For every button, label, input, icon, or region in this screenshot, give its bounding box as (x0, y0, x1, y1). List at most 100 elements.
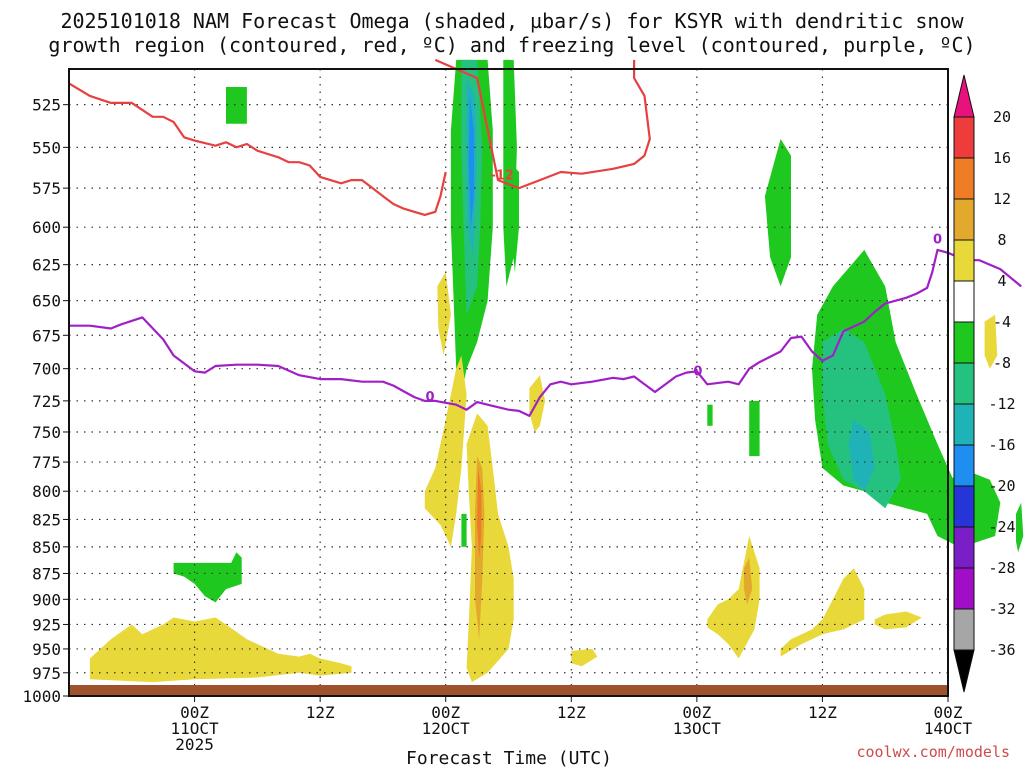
chart-title-line-2: growth region (contoured, red, ºC) and f… (48, 33, 975, 57)
y-tick-label-675: 675 (32, 326, 61, 345)
y-tick-label-825: 825 (32, 510, 61, 529)
y-tick-label-900: 900 (32, 590, 61, 609)
colorbar-tick-label: 4 (997, 272, 1006, 290)
omega-region-18 (424, 355, 467, 547)
colorbar-bin-3 (953, 239, 975, 282)
x-tick-label: 13OCT (673, 719, 722, 738)
ground-terrain (69, 685, 948, 696)
colorbar-bin-0 (953, 116, 975, 159)
credit-text: coolwx.com/models (856, 743, 1010, 761)
colorbar-tick-label: 16 (993, 149, 1011, 167)
colorbar-arrow-bottom (953, 649, 975, 693)
plot-area: -12 0 0 0 (68, 58, 1024, 697)
colorbar-tick-label: -4 (993, 313, 1011, 331)
omega-region-27 (874, 611, 922, 630)
omega-region-0 (226, 87, 247, 124)
omega-region-26 (780, 568, 865, 657)
colorbar-bin-7 (953, 403, 975, 446)
colorbar-tick-label: 12 (993, 190, 1011, 208)
colorbar-bin-11 (953, 567, 975, 610)
colorbar-bin-9 (953, 485, 975, 528)
colorbar-tick-label: -28 (988, 559, 1015, 577)
x-tick-label: 14OCT (924, 719, 973, 738)
colorbar-bin-1 (953, 157, 975, 200)
colorbar-bin-2 (953, 198, 975, 241)
colorbar-tick-label: -32 (988, 600, 1015, 618)
contour-label-1: 0 (425, 390, 434, 405)
contour-labels: -12 0 0 0 (425, 168, 942, 405)
omega-region-11 (749, 400, 760, 457)
contour-lines (68, 58, 1022, 417)
y-tick-label-550: 550 (32, 138, 61, 157)
colorbar-tick-label: -36 (988, 641, 1015, 659)
colorbar-tick-label: -20 (988, 477, 1015, 495)
colorbar-bin-5 (953, 321, 975, 364)
omega-region-29 (437, 272, 451, 356)
x-tick-label: 00Z (934, 703, 963, 722)
x-axis-label: Forecast Time (UTC) (406, 748, 612, 768)
omega-region-25 (743, 557, 753, 605)
omega-region-4 (468, 95, 474, 228)
colorbar-bin-10 (953, 526, 975, 569)
y-tick-label-775: 775 (32, 453, 61, 472)
contour-line-2 (434, 58, 651, 190)
omega-region-12 (707, 404, 713, 426)
colorbar-arrow-top (953, 74, 975, 118)
y-tick-label-925: 925 (32, 615, 61, 634)
y-tick-label-850: 850 (32, 538, 61, 557)
omega-region-17 (89, 617, 352, 683)
colorbar-bin-8 (953, 444, 975, 487)
omega-region-16 (848, 419, 875, 492)
chart-title-line-1: 2025101018 NAM Forecast Omega (shaded, µ… (60, 9, 964, 33)
y-tick-label-950: 950 (32, 640, 61, 659)
omega-region-6 (510, 163, 519, 272)
colorbar-tick-label: -16 (988, 436, 1015, 454)
colorbar-tick-label: -24 (988, 518, 1015, 536)
y-tick-label-800: 800 (32, 482, 61, 501)
x-tick-label: 11OCT (170, 719, 219, 738)
colorbar-tick-label: -8 (993, 354, 1011, 372)
contour-line-0 (69, 248, 1022, 417)
colorbar-tick-label: 20 (993, 108, 1011, 126)
x-tick-label: 12Z (306, 703, 335, 722)
colorbar-bin-4 (953, 280, 975, 323)
omega-region-13 (1016, 502, 1024, 553)
colorbar: 20 16 12 8 4 -4 -8 -12 -16 -20 -24 -28 -32 -36 (953, 74, 1016, 693)
colorbar-bin-6 (953, 362, 975, 405)
omega-shading (89, 59, 1024, 683)
x-tick-label: 00Z (431, 703, 460, 722)
y-tick-label-875: 875 (32, 564, 61, 583)
omega-region-23 (571, 648, 598, 667)
contour-label-2: 0 (693, 364, 702, 379)
x-tick-label: 12Z (808, 703, 837, 722)
colorbar-tick-label: 8 (997, 231, 1006, 249)
y-tick-label-725: 725 (32, 392, 61, 411)
omega-region-21 (477, 468, 482, 558)
y-tick-label-650: 650 (32, 292, 61, 311)
y-tick-label-700: 700 (32, 360, 61, 379)
contour-line-1 (68, 82, 447, 216)
omega-region-15 (822, 328, 901, 509)
y-axis: 525 550 575 600 625 650 675 700 725 750 775 800 825 8… (22, 96, 69, 706)
y-tick-label-525: 525 (32, 96, 61, 115)
x-tick-label: 00Z (180, 703, 209, 722)
y-tick-label-1000: 1000 (22, 687, 61, 706)
omega-region-14 (173, 552, 242, 603)
x-tick-label: 12Z (557, 703, 586, 722)
y-tick-label-575: 575 (32, 179, 61, 198)
omega-region-8 (764, 139, 791, 287)
contour-label-0: -12 (490, 168, 514, 183)
contour-label-3: 0 (933, 232, 942, 247)
y-tick-label-750: 750 (32, 423, 61, 442)
x-tick-label: 2025 (175, 735, 214, 754)
colorbar-tick-label: -12 (988, 395, 1015, 413)
x-tick-label: 12OCT (422, 719, 471, 738)
plot-frame (68, 68, 949, 697)
omega-region-28 (984, 314, 998, 369)
omega-region-7 (461, 513, 467, 547)
y-tick-label-625: 625 (32, 256, 61, 275)
y-tick-label-975: 975 (32, 664, 61, 683)
y-tick-label-600: 600 (32, 218, 61, 237)
